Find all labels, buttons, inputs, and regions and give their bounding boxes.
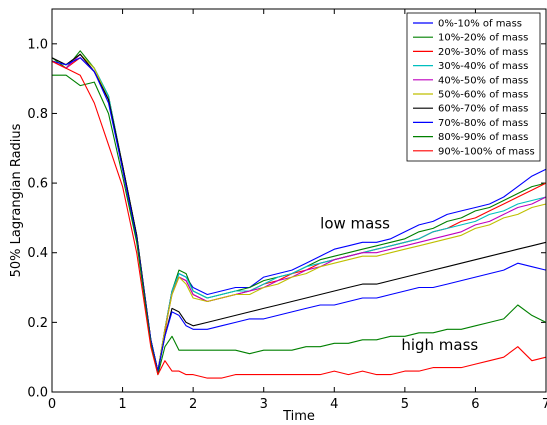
x-axis-label: Time: [282, 409, 315, 424]
legend-entry: 30%-40% of mass: [438, 61, 528, 72]
y-tick-label: 0.4: [27, 246, 48, 261]
legend-entry: 20%-30% of mass: [438, 47, 528, 58]
legend-entry: 70%-80% of mass: [438, 118, 528, 129]
y-axis-label: 50% Lagrangian Radius: [9, 123, 24, 277]
legend-entry: 60%-70% of mass: [438, 104, 528, 115]
series-layer: [51, 50, 547, 379]
y-tick-label: 1.0: [27, 37, 48, 52]
legend-entry: 40%-50% of mass: [438, 75, 528, 86]
plot-frame: [51, 8, 547, 393]
x-tick-label: 7: [542, 397, 547, 412]
legend-entry: 90%-100% of mass: [438, 146, 535, 157]
legend: 0%-10% of mass 10%-20% of mass 20%-30% of …: [406, 12, 541, 162]
x-tick-label: 3: [260, 397, 268, 412]
x-tick-label: 4: [330, 397, 338, 412]
annotation-low-mass: low mass: [320, 214, 390, 232]
legend-entry: 50%-60% of mass: [438, 90, 528, 101]
legend-entry: 80%-90% of mass: [438, 132, 528, 143]
y-tick-label: 0.0: [27, 386, 48, 401]
x-tick-label: 2: [189, 397, 197, 412]
legend-entry: 0%-10% of mass: [438, 19, 522, 30]
annotation-high-mass: high mass: [401, 336, 478, 354]
y-tick-label: 0.8: [27, 107, 48, 122]
x-tick-label: 1: [118, 397, 126, 412]
y-tick-label: 0.6: [27, 177, 48, 192]
x-tick-label: 6: [471, 397, 479, 412]
x-tick-label: 0: [48, 397, 56, 412]
series-line-10: [51, 60, 547, 379]
series-line-9: [52, 74, 547, 376]
y-tick-label: 0.2: [27, 316, 48, 331]
x-tick-label: 5: [401, 397, 409, 412]
legend-entry: 10%-20% of mass: [438, 33, 528, 44]
